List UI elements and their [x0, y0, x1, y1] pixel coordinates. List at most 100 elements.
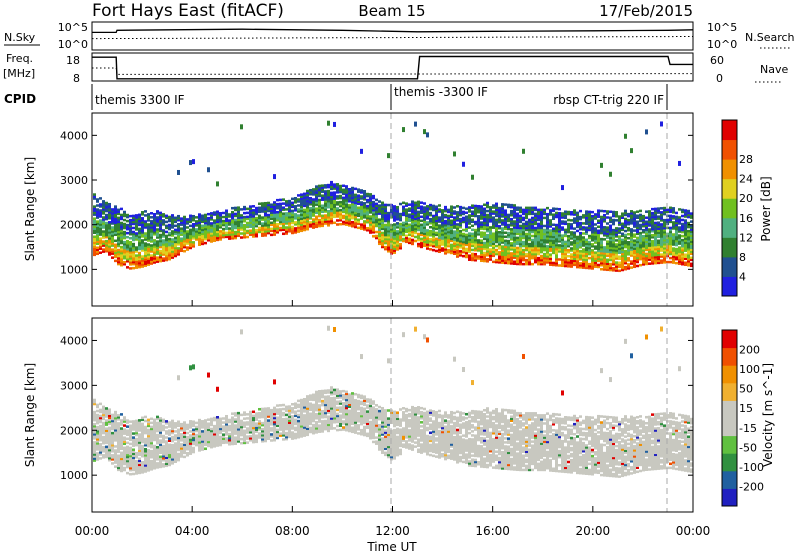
power-cell: [573, 209, 576, 212]
power-cell: [219, 226, 222, 229]
power-cell: [492, 254, 495, 258]
power-cell: [93, 217, 96, 220]
power-cell: [558, 207, 561, 211]
power-cell: [378, 230, 381, 233]
velocity-cell: [108, 408, 111, 411]
power-cell: [120, 249, 123, 253]
power-cell: [537, 214, 540, 218]
power-cell: [441, 239, 444, 242]
power-cell: [135, 218, 138, 221]
power-cell: [315, 207, 318, 210]
velocity-cell: [93, 418, 96, 422]
velocity-cell: [186, 451, 189, 455]
power-cell: [327, 189, 330, 193]
velocity-cell: [141, 432, 144, 436]
velocity-cell: [189, 440, 192, 443]
power-cell: [546, 255, 549, 258]
power-cell: [318, 220, 321, 224]
velocity-cell: [150, 453, 153, 457]
velocity-cell: [111, 433, 114, 437]
power-cell: [516, 208, 519, 211]
power-cell: [486, 245, 489, 249]
power-cell: [534, 222, 537, 226]
power-cell: [345, 189, 348, 192]
power-cell: [495, 204, 498, 208]
power-cell: [540, 232, 543, 236]
power-cell: [261, 226, 264, 229]
velocity-cell: [177, 444, 180, 448]
velocity-cell: [189, 434, 192, 437]
velocity-cell: [186, 447, 189, 451]
velocity-cell: [198, 449, 201, 452]
power-cell: [459, 254, 462, 257]
power-cell: [93, 227, 96, 230]
power-cell: [468, 238, 471, 241]
power-cell: [105, 223, 108, 227]
power-cell: [309, 209, 312, 212]
power-cell: [660, 233, 663, 236]
power-cell: [147, 249, 150, 252]
velocity-cell: [147, 457, 150, 460]
velocity-cell: [177, 434, 180, 438]
velocity-cell: [93, 422, 96, 426]
velocity-cell: [207, 436, 210, 440]
velocity-cell: [180, 435, 183, 438]
velocity-cell: [165, 430, 168, 433]
power-cell: [192, 243, 195, 246]
power-cell: [237, 218, 240, 221]
power-cell: [96, 198, 99, 201]
freq-series-2: [92, 67, 694, 75]
power-cell: [672, 241, 675, 244]
velocity-cell: [201, 424, 204, 427]
power-cell: [672, 209, 675, 212]
power-cell: [651, 244, 654, 247]
power-cell: [471, 252, 474, 256]
power-cell: [654, 229, 657, 233]
velocity-cell: [111, 448, 114, 451]
power-cell: [588, 244, 591, 248]
velocity-cell: [147, 461, 150, 464]
power-cell: [366, 198, 369, 202]
power-cell: [210, 214, 213, 217]
power-cell: [630, 148, 633, 154]
velocity-cell: [222, 435, 225, 438]
power-cell: [525, 232, 528, 236]
power-cell: [654, 231, 657, 235]
power-cell: [663, 226, 666, 230]
power-cell: [342, 198, 345, 202]
power-cell: [555, 229, 558, 233]
power-cell: [603, 268, 606, 271]
power-cell: [408, 229, 411, 233]
velocity-cell: [117, 468, 120, 472]
power-cell: [96, 250, 99, 254]
power-cell: [381, 237, 384, 241]
power-cell: [312, 226, 315, 229]
power-cell: [669, 246, 672, 250]
power-cell: [174, 236, 177, 240]
velocity-cell: [201, 444, 204, 447]
power-cell: [420, 209, 423, 212]
power-cell: [177, 235, 180, 238]
power-cell: [276, 210, 279, 214]
power-cell: [297, 228, 300, 231]
power-cell: [657, 225, 660, 228]
power-cell: [195, 216, 198, 219]
power-cell: [567, 263, 570, 266]
power-cell: [177, 216, 180, 220]
power-cell: [687, 260, 690, 263]
power-cell: [495, 220, 498, 224]
power-cell: [171, 224, 174, 227]
power-cell: [561, 254, 564, 257]
power-cell: [639, 243, 642, 247]
power-cell: [252, 235, 255, 238]
power-cell: [525, 238, 528, 242]
velocity-cell: [219, 443, 222, 447]
velocity-cell: [204, 443, 207, 446]
power-cell: [369, 199, 372, 202]
power-cell: [339, 202, 342, 206]
power-cell: [609, 224, 612, 228]
velocity-cell: [132, 452, 135, 456]
power-cell: [606, 260, 609, 263]
power-cell: [264, 230, 267, 233]
power-cell: [537, 212, 540, 216]
